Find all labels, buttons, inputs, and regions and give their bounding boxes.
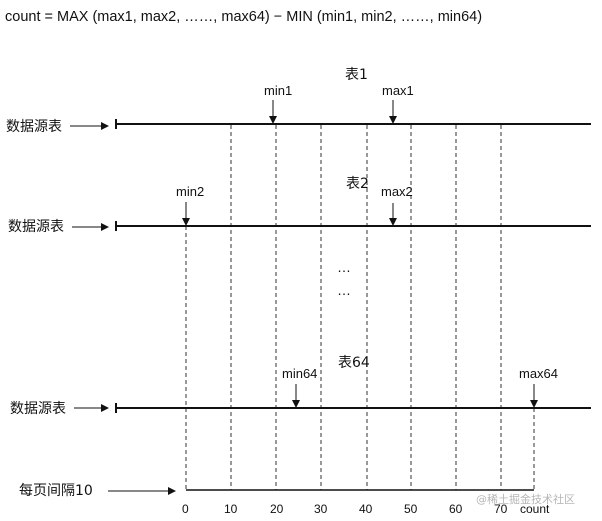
axis-tick-count: count <box>520 502 550 516</box>
table64-source-label: 数据源表 <box>10 401 66 417</box>
table64-row: 表64 数据源表 min64 max64 <box>10 355 591 417</box>
table64-min-label: min64 <box>282 366 317 381</box>
table2-min-label: min2 <box>176 184 204 199</box>
table64-max-label: max64 <box>519 366 558 381</box>
table1-min-label: min1 <box>264 83 292 98</box>
table1-max-label: max1 <box>382 83 414 98</box>
table1-row: 表1 数据源表 min1 max1 <box>6 67 591 135</box>
watermark: @稀土掘金技术社区 <box>476 493 575 506</box>
axis-tick-10: 10 <box>224 502 238 516</box>
axis-tick-20: 20 <box>270 502 284 516</box>
page-interval-label: 每页间隔10 <box>19 483 93 499</box>
count-formula: count = MAX (max1, max2, ……, max64) − MI… <box>5 9 483 25</box>
table2-title: 表2 <box>346 176 369 192</box>
ellipsis-1: … <box>337 259 351 275</box>
table2-source-label: 数据源表 <box>8 219 64 235</box>
axis-tick-40: 40 <box>359 502 373 516</box>
table1-source-label: 数据源表 <box>6 119 62 135</box>
ellipsis-2: … <box>337 282 351 298</box>
axis-tick-50: 50 <box>404 502 418 516</box>
axis-tick-30: 30 <box>314 502 328 516</box>
axis-tick-70: 70 <box>494 502 508 516</box>
page-interval-axis: 每页间隔10 0 10 20 30 40 50 60 70 count <box>19 483 550 516</box>
table2-max-label: max2 <box>381 184 413 199</box>
axis-tick-60: 60 <box>449 502 463 516</box>
dashed-guides <box>185 125 535 490</box>
table1-title: 表1 <box>345 67 368 83</box>
table64-title: 表64 <box>338 355 370 371</box>
table2-row: 表2 数据源表 min2 max2 <box>8 176 591 235</box>
axis-tick-0: 0 <box>182 502 189 516</box>
